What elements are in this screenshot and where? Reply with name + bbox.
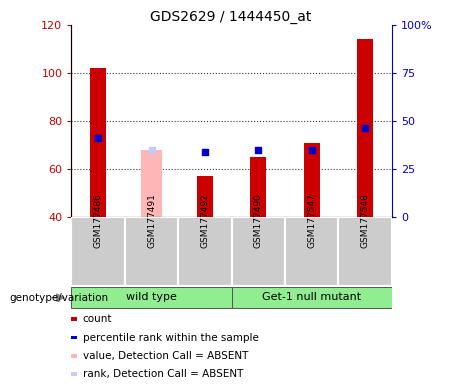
Bar <box>71 217 125 286</box>
Text: genotype/variation: genotype/variation <box>9 293 108 303</box>
Text: GSM177490: GSM177490 <box>254 193 263 248</box>
Text: GSM177492: GSM177492 <box>201 193 209 248</box>
Point <box>201 149 209 155</box>
Text: GSM177486: GSM177486 <box>94 193 103 248</box>
Bar <box>178 217 231 286</box>
Bar <box>71 287 231 308</box>
Bar <box>125 217 178 286</box>
Bar <box>250 157 266 217</box>
Bar <box>231 217 285 286</box>
Point <box>361 125 369 131</box>
Text: percentile rank within the sample: percentile rank within the sample <box>83 333 259 343</box>
Text: Get-1 null mutant: Get-1 null mutant <box>262 292 361 302</box>
Point <box>95 135 102 141</box>
Text: rank, Detection Call = ABSENT: rank, Detection Call = ABSENT <box>83 369 243 379</box>
Text: value, Detection Call = ABSENT: value, Detection Call = ABSENT <box>83 351 248 361</box>
Bar <box>338 217 392 286</box>
Bar <box>197 176 213 217</box>
Bar <box>141 150 162 217</box>
Text: GSM177491: GSM177491 <box>147 193 156 248</box>
Text: GSM177547: GSM177547 <box>307 193 316 248</box>
Text: GSM177548: GSM177548 <box>361 193 370 248</box>
Text: GDS2629 / 1444450_at: GDS2629 / 1444450_at <box>150 10 311 23</box>
Point <box>308 147 315 153</box>
Bar <box>304 142 320 217</box>
Bar <box>285 217 338 286</box>
Text: count: count <box>83 314 112 324</box>
Bar <box>231 287 392 308</box>
Bar <box>357 40 373 217</box>
Point <box>254 147 262 153</box>
Point <box>148 147 155 153</box>
Bar <box>90 68 106 217</box>
Text: wild type: wild type <box>126 292 177 302</box>
